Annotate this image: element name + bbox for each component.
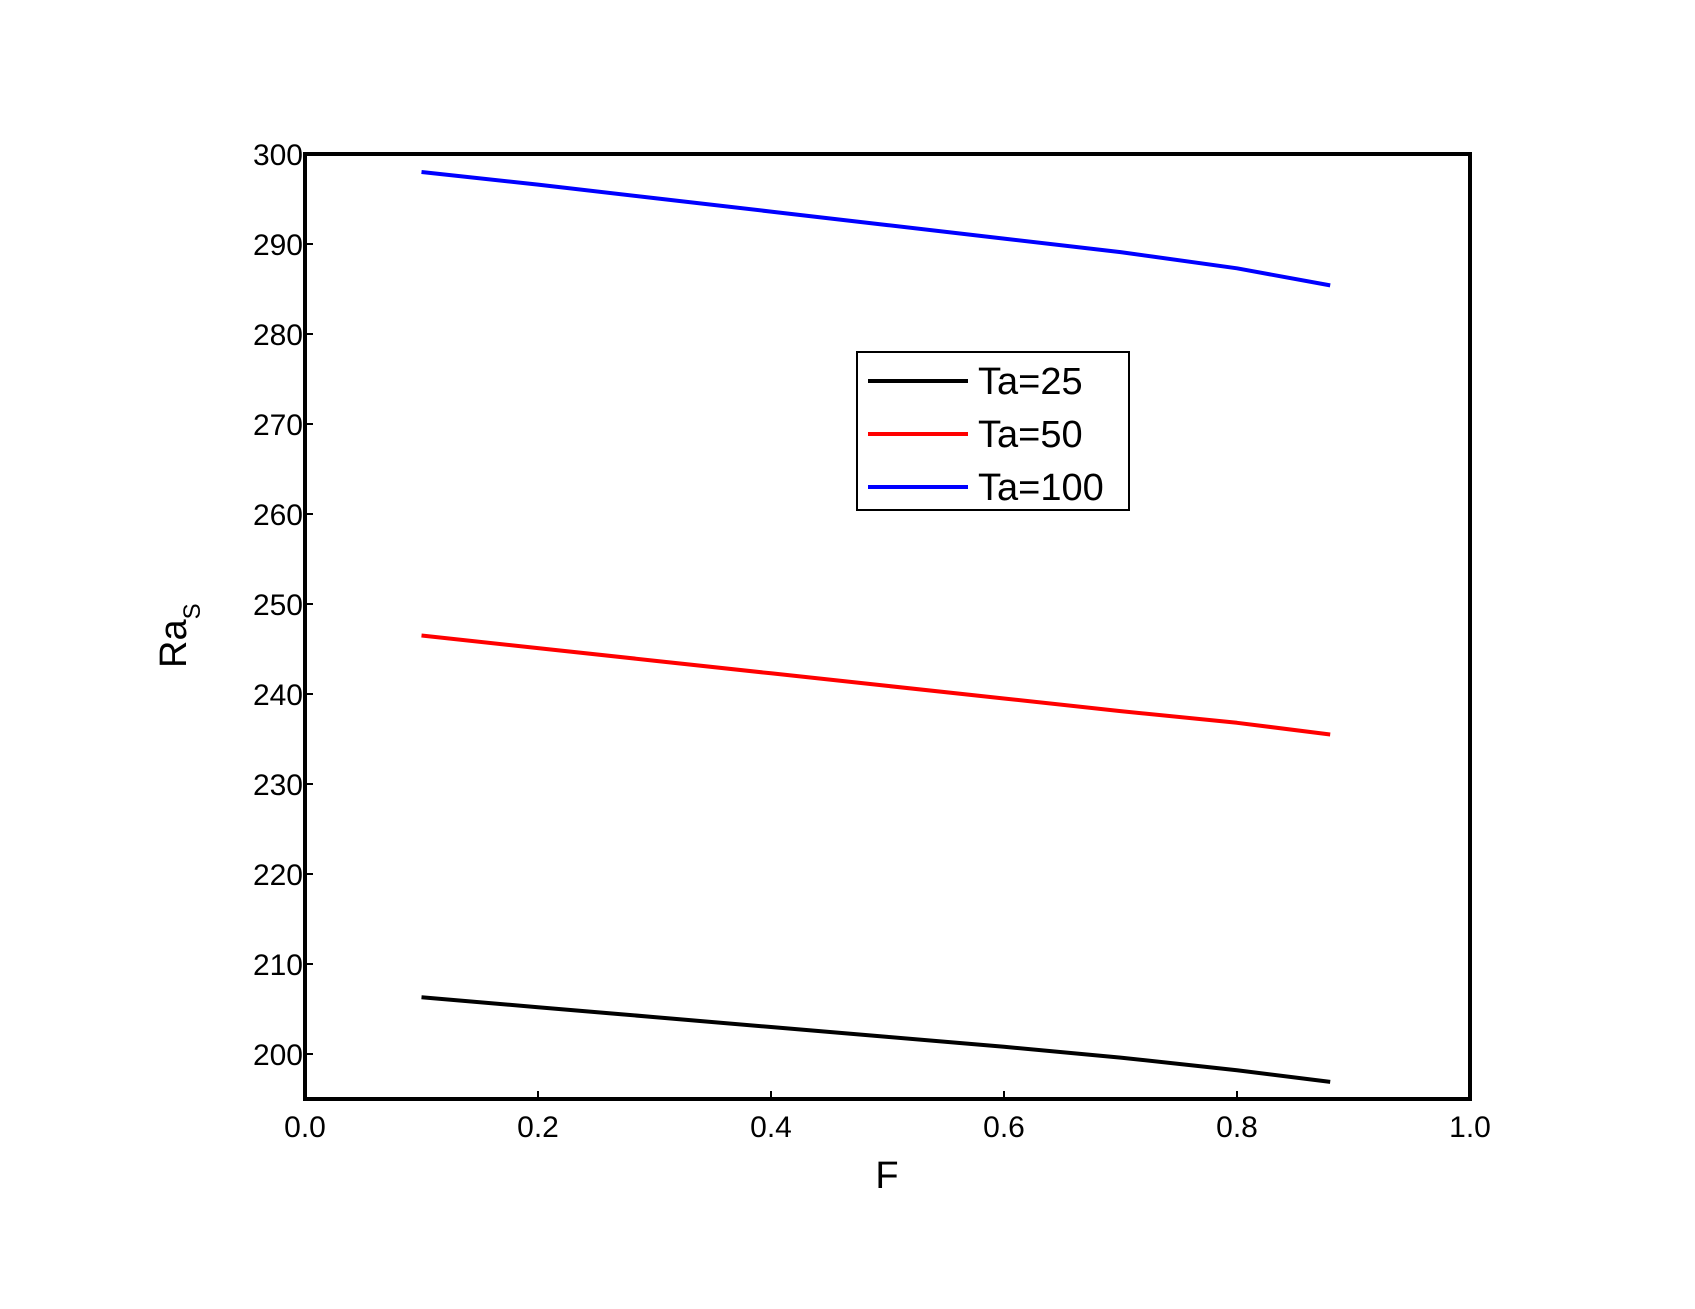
- x-axis-title: F: [875, 1155, 898, 1197]
- y-axis-title-group: RaS: [153, 603, 206, 668]
- series-line-ta-50: [421, 633, 1331, 737]
- y-tick-label: 250: [253, 589, 303, 622]
- y-tick-label: 280: [253, 319, 303, 352]
- x-tick-label: 0.8: [1216, 1111, 1258, 1144]
- y-tick-label: 230: [253, 769, 303, 802]
- x-tick-label: 1.0: [1449, 1111, 1491, 1144]
- y-axis-title-subscript: S: [179, 603, 206, 619]
- y-tick-label: 220: [253, 859, 303, 892]
- y-tick-label: 300: [253, 139, 303, 172]
- legend-label: Ta=50: [978, 414, 1083, 456]
- x-tick-label: 0.2: [517, 1111, 559, 1144]
- plot-frame: [303, 152, 1472, 1101]
- legend-label: Ta=100: [978, 467, 1104, 509]
- legend: Ta=25 Ta=50 Ta=100: [856, 351, 1130, 511]
- legend-label: Ta=25: [978, 361, 1083, 403]
- series-layer: [421, 170, 1331, 1084]
- legend-box: [856, 351, 1130, 511]
- y-axis-title: Ra: [153, 619, 195, 668]
- tick-layer: 0.0 0.2 0.4 0.6 0.8 1.0 200 210 220 230 240 250 260 2…: [253, 139, 1491, 1144]
- x-tick-label: 0.4: [750, 1111, 792, 1144]
- svg-text:RaS: RaS: [153, 603, 206, 668]
- legend-entries: Ta=25 Ta=50 Ta=100: [868, 361, 1104, 509]
- series-line-ta-100: [421, 170, 1331, 288]
- y-tick-label: 200: [253, 1039, 303, 1072]
- y-tick-label: 240: [253, 679, 303, 712]
- y-tick-label: 210: [253, 949, 303, 982]
- y-tick-label: 270: [253, 409, 303, 442]
- y-tick-label: 290: [253, 229, 303, 262]
- x-tick-label: 0.6: [983, 1111, 1025, 1144]
- y-tick-label: 260: [253, 499, 303, 532]
- x-tick-label: 0.0: [284, 1111, 326, 1144]
- series-line-ta-25: [421, 995, 1331, 1084]
